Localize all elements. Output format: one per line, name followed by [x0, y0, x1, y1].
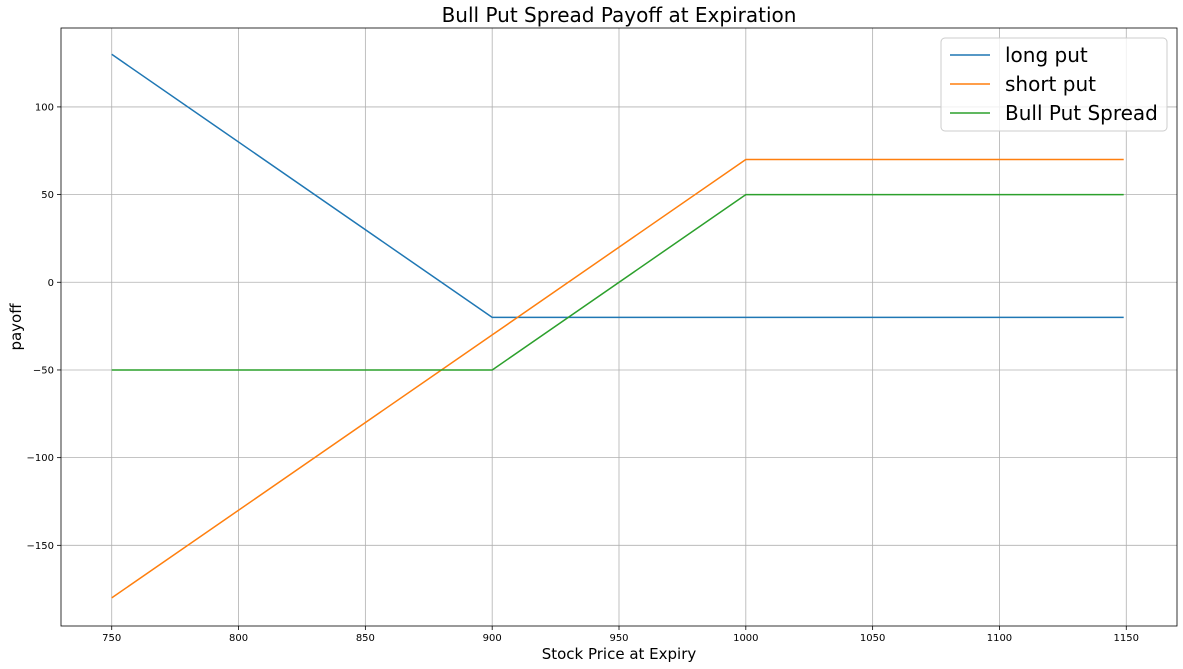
legend-label-long-put: long put	[1005, 43, 1088, 67]
x-axis: 750 800 850 900 950 1000 1050 1100 1150	[102, 626, 1139, 644]
legend-label-short-put: short put	[1005, 72, 1096, 96]
x-axis-label: Stock Price at Expiry	[542, 645, 697, 663]
y-tick-label: −150	[27, 541, 54, 552]
y-tick-label: −50	[33, 365, 54, 376]
y-axis-label: payoff	[7, 303, 25, 351]
series-layer	[111, 53, 1124, 599]
x-tick-label: 800	[229, 633, 248, 644]
x-tick-label: 1100	[987, 633, 1012, 644]
y-axis: −150 −100 −50 0 50 100	[27, 102, 61, 552]
x-tick-label: 950	[609, 633, 628, 644]
y-tick-label: −100	[27, 453, 54, 464]
legend-box	[940, 37, 1168, 132]
x-tick-label: 1050	[860, 633, 885, 644]
x-tick-label: 850	[356, 633, 375, 644]
series-line-short-put	[111, 158, 1124, 599]
y-tick-label: 0	[48, 278, 54, 289]
chart-title: Bull Put Spread Payoff at Expiration	[442, 3, 797, 27]
series-line-bull-put-spread	[111, 193, 1124, 371]
x-tick-label: 1150	[1114, 633, 1139, 644]
legend-label-bull-put-spread: Bull Put Spread	[1005, 101, 1158, 125]
x-tick-label: 750	[102, 633, 121, 644]
series-line-long-put	[111, 53, 1124, 319]
x-tick-label: 900	[483, 633, 502, 644]
x-tick-label: 1000	[733, 633, 758, 644]
y-tick-label: 50	[41, 190, 54, 201]
legend: long put short put Bull Put Spread	[940, 37, 1168, 132]
y-tick-label: 100	[35, 102, 54, 113]
